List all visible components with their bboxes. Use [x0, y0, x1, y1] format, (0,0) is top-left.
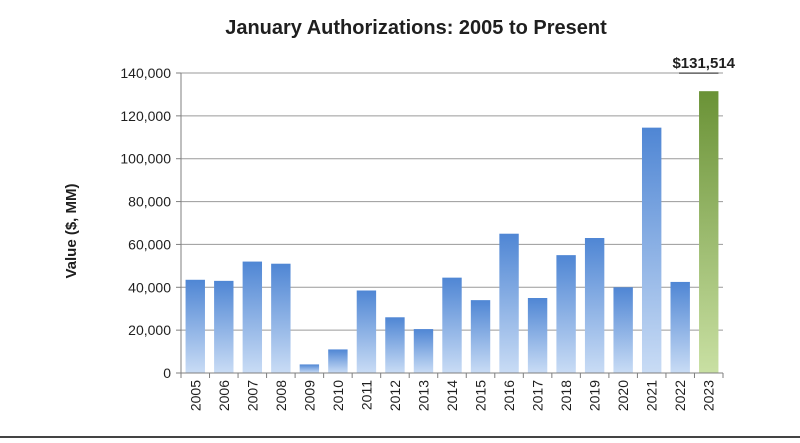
y-tick-label: 80,000 [128, 194, 171, 210]
bar-2010 [328, 349, 348, 373]
x-tick-label-2007: 2007 [244, 380, 260, 411]
bar-2011 [356, 290, 377, 373]
y-tick-label: 100,000 [120, 151, 171, 167]
bar-2019 [584, 238, 605, 373]
bar-2023 [699, 91, 719, 373]
bars [185, 91, 719, 374]
x-tick-label-2022: 2022 [672, 380, 688, 411]
y-tick-label: 140,000 [120, 65, 171, 81]
y-tick-label: 120,000 [120, 108, 171, 124]
bar-2014 [442, 277, 462, 373]
x-tick-label-2006: 2006 [216, 380, 232, 411]
x-tick-label-2013: 2013 [415, 380, 431, 411]
x-tick-label-2010: 2010 [330, 380, 346, 411]
x-tick-label-2020: 2020 [615, 380, 631, 411]
bar-annotation-2023: $131,514 [672, 55, 735, 72]
bar-2022 [670, 281, 690, 373]
y-tick-label: 40,000 [128, 279, 171, 295]
bar-2005 [185, 279, 205, 373]
x-tick-label-2014: 2014 [444, 380, 460, 411]
bar-2007 [242, 261, 263, 373]
y-tick-label: 60,000 [128, 236, 171, 252]
bar-2021 [641, 127, 662, 374]
y-tick-label: 20,000 [128, 322, 171, 338]
x-axis-ticks: 2005 2006 2007 2008 2009 2010 2011 2012 2013 2014… [180, 373, 724, 411]
x-tick-label-2019: 2019 [587, 380, 603, 411]
x-tick-label-2009: 2009 [301, 380, 317, 411]
x-tick-label-2012: 2012 [387, 380, 403, 411]
x-tick-label-2005: 2005 [187, 380, 203, 411]
x-tick-label-2023: 2023 [701, 380, 717, 411]
bar-2008 [271, 263, 291, 373]
x-tick-label-2015: 2015 [473, 380, 489, 411]
y-axis-label: Value ($, MM) [63, 183, 80, 278]
bar-2009 [299, 364, 320, 373]
y-axis-ticks: 0 20,000 40,000 60,000 80,000 100,000 120,000 1… [120, 65, 181, 381]
bar-2017 [527, 298, 548, 373]
bar-2013 [413, 329, 434, 373]
bar-2006 [214, 280, 234, 373]
bar-2012 [385, 317, 405, 373]
bar-2020 [613, 287, 633, 373]
bar-2015 [470, 300, 491, 373]
x-tick-label-2017: 2017 [530, 380, 546, 411]
x-tick-label-2021: 2021 [644, 380, 660, 411]
x-tick-label-2008: 2008 [273, 380, 289, 411]
bottom-divider [0, 436, 800, 438]
chart-title: January Authorizations: 2005 to Present [225, 17, 607, 39]
bar-2016 [499, 233, 519, 373]
y-tick-label: 0 [163, 365, 171, 381]
x-tick-label-2011: 2011 [358, 380, 374, 410]
x-tick-label-2016: 2016 [501, 380, 517, 411]
x-tick-label-2018: 2018 [558, 380, 574, 411]
bar-2018 [556, 255, 576, 373]
